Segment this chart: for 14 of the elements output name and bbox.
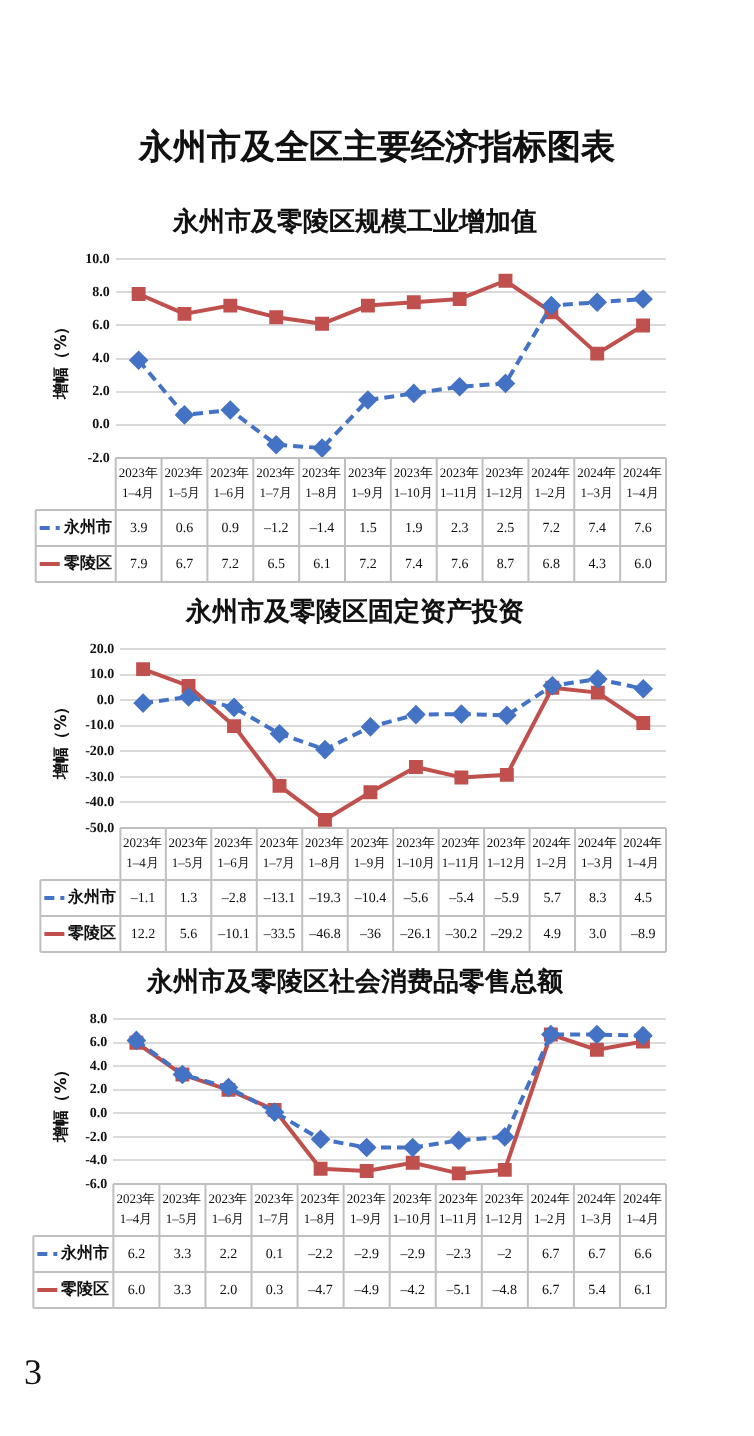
legend-label: 零陵区 <box>59 1280 110 1299</box>
chart-title: 永州市及零陵区固定资产投资 <box>184 596 524 629</box>
y-axis-title: 增幅（%） <box>51 1061 70 1144</box>
text: 3 <box>24 1352 42 1394</box>
y-axis-title: 增幅（%） <box>51 698 70 781</box>
y-axis-title: 增幅（%） <box>51 318 70 401</box>
legend-label: 永州市 <box>66 886 117 907</box>
chart-title: 永州市及零陵区社会消费品零售总额 <box>145 966 565 999</box>
chart-title: 永州市及零陵区规模工业增加值 <box>171 206 537 239</box>
legend-label: 零陵区 <box>66 924 117 943</box>
text: 永州市及全区主要经济指标图表 <box>136 126 617 170</box>
legend-label: 零陵区 <box>61 554 112 573</box>
legend-label: 永州市 <box>59 1242 110 1263</box>
legend-label: 永州市 <box>61 516 112 537</box>
